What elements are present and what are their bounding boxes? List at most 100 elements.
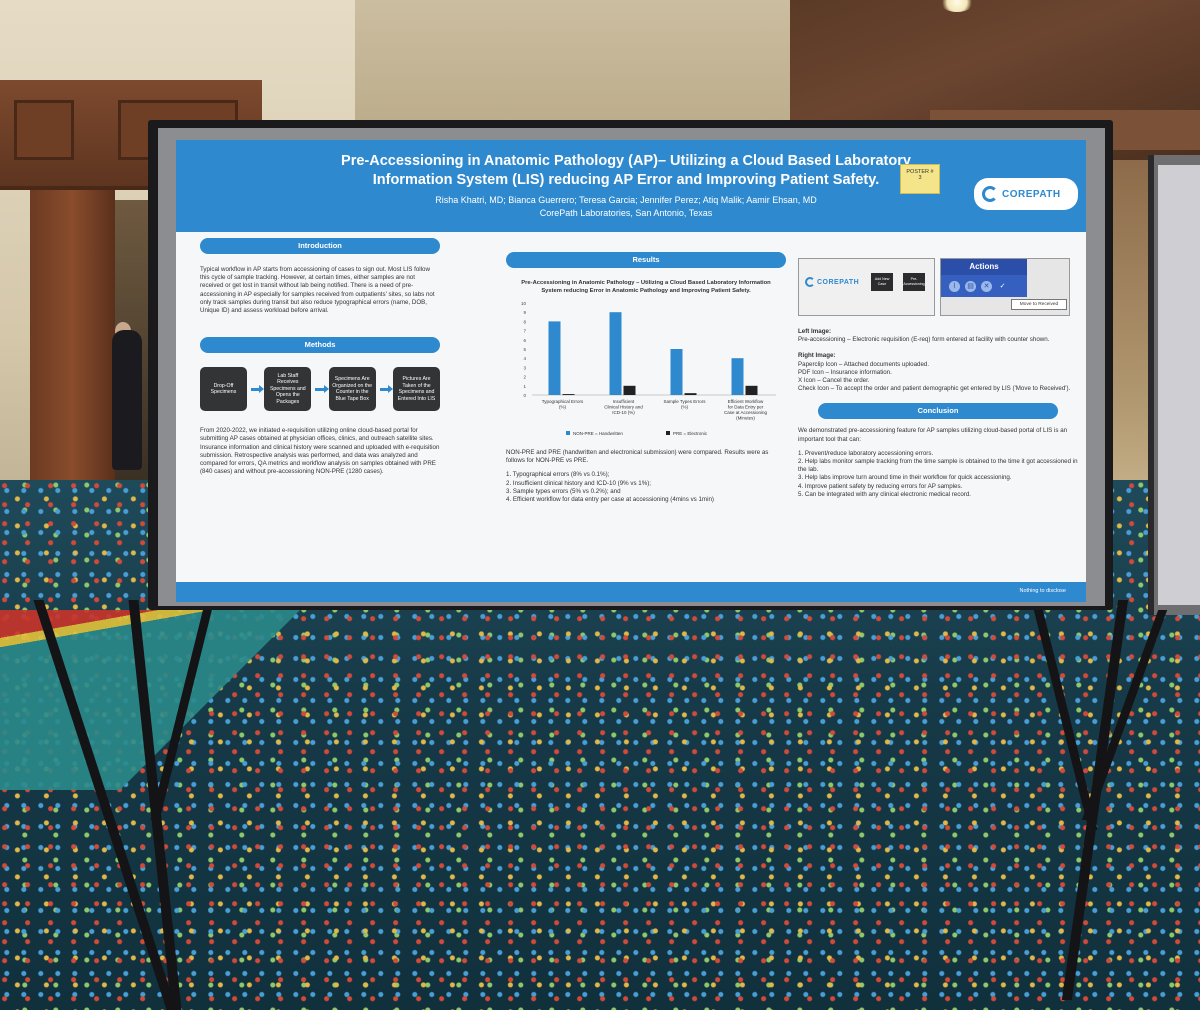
figure-screenshots: COREPATH Add New Case Pre-Accessioning A… — [798, 258, 1078, 318]
right-image-screenshot: Actions ⌇ ▤ ✕ ✓ Move to Received — [940, 258, 1070, 316]
x-icon: ✕ — [981, 280, 992, 292]
poster-title: Pre-Accessioning in Anatomic Pathology (… — [236, 152, 1016, 190]
results-item: 3. Sample types errors (5% vs 0.2%); and — [506, 487, 621, 495]
results-list: 1. Typographical errors (8% vs 0.1%); 2.… — [506, 471, 786, 504]
poster-authors-block: Risha Khatri, MD; Bianca Guerrero; Teres… — [296, 194, 956, 220]
logo-mark-icon — [805, 277, 815, 287]
arrow-right-icon — [379, 384, 394, 393]
right-image-caption-line: X Icon – Cancel the order. — [798, 377, 870, 385]
x-tick-label: (%) — [681, 405, 688, 410]
chart-title: Pre-Accessioning in Anatomic Pathology –… — [521, 280, 771, 294]
bar-pre — [684, 393, 697, 395]
x-tick-label: for Data Entry per — [728, 405, 764, 410]
bar-non-pre — [609, 312, 622, 395]
footer-disclosure: Nothing to disclose — [1019, 588, 1066, 594]
left-column: Introduction Typical workflow in AP star… — [200, 238, 440, 476]
methods-flowchart: Drop-Off Specimens Lab Staff Receives Sp… — [200, 367, 440, 412]
conclusion-text: We demonstrated pre-accessioning feature… — [798, 427, 1068, 443]
bar-non-pre — [548, 321, 561, 395]
results-item: 2. Insufficient clinical history and ICD… — [506, 479, 652, 487]
conclusion-heading: Conclusion — [818, 403, 1058, 420]
logo-text: COREPATH — [1002, 188, 1061, 200]
right-image-caption-line: Paperclip Icon – Attached documents uplo… — [798, 360, 930, 368]
pre-accessioning-button: Pre-Accessioning — [903, 273, 925, 291]
x-tick-label: ICD-10 (%) — [612, 410, 635, 415]
y-tick-label: 0 — [523, 393, 526, 398]
x-tick-label: (%) — [559, 405, 566, 410]
mini-logo: COREPATH — [805, 277, 859, 287]
x-tick-label: (Minutes) — [736, 416, 755, 421]
results-item: 1. Typographical errors (8% vs 0.1%); — [506, 471, 610, 479]
add-new-case-button: Add New Case — [871, 273, 893, 291]
check-icon: ✓ — [999, 282, 1006, 290]
adjacent-poster-surface — [1158, 165, 1200, 605]
results-heading: Results — [506, 252, 786, 268]
flow-step-4: Pictures Are Taken of the Specimens and … — [393, 367, 440, 412]
arrow-right-icon — [250, 384, 266, 393]
x-tick-label: Typographical Errors — [542, 399, 584, 404]
poster-number-tag: POSTER # 3 — [900, 164, 940, 194]
bar-pre — [562, 394, 575, 395]
left-image-caption: Pre-accessioning – Electronic requisitio… — [798, 336, 1050, 344]
x-tick-label: Efficient Workflow — [728, 399, 764, 404]
y-tick-label: 10 — [521, 301, 527, 306]
results-text: NON-PRE and PRE (handwritten and electro… — [506, 449, 769, 465]
flow-step-3: Specimens Are Organized on the Counter i… — [328, 367, 376, 412]
mini-logo-text: COREPATH — [817, 278, 860, 286]
y-tick-label: 8 — [523, 319, 526, 324]
flow-step-2: Lab Staff Receives Specimens and Opens t… — [264, 367, 312, 412]
left-image-screenshot: COREPATH Add New Case Pre-Accessioning — [798, 258, 935, 316]
y-tick-label: 2 — [523, 375, 526, 380]
conclusion-item: 3. Help labs improve turn around time in… — [798, 474, 1012, 482]
bar-pre — [745, 385, 758, 395]
logo-mark-icon — [982, 186, 998, 202]
actions-header: Actions — [941, 259, 1027, 275]
person-in-background — [112, 330, 142, 470]
bar-pre — [623, 385, 636, 395]
poster-footer: Nothing to disclose — [176, 582, 1086, 602]
paperclip-icon: ⌇ — [949, 280, 960, 292]
right-column: COREPATH Add New Case Pre-Accessioning A… — [798, 258, 1078, 499]
poster-affiliation: CorePath Laboratories, San Antonio, Texa… — [539, 208, 713, 218]
x-tick-label: Case at Accessioning — [724, 410, 768, 415]
conclusion-item: 2. Help labs monitor sample tracking fro… — [798, 458, 1078, 474]
introduction-heading: Introduction — [200, 238, 440, 254]
poster-tag-number: 3 — [918, 175, 922, 181]
results-item: 4. Efficient workflow for data entry per… — [506, 496, 714, 504]
legend-swatch — [666, 431, 670, 435]
poster-header: Pre-Accessioning in Anatomic Pathology (… — [176, 140, 1086, 232]
legend-label: PRE = Electronic — [673, 431, 708, 436]
conclusion-list: 1. Prevent/reduce laboratory accessionin… — [798, 450, 1078, 499]
x-tick-label: Clinical History and — [604, 405, 643, 410]
conclusion-item: 1. Prevent/reduce laboratory accessionin… — [798, 449, 934, 457]
research-poster: Pre-Accessioning in Anatomic Pathology (… — [176, 140, 1086, 602]
corepath-logo: COREPATH — [974, 178, 1078, 210]
x-tick-label: Sample Types Errors — [664, 399, 707, 404]
poster-title-line-1: Pre-Accessioning in Anatomic Pathology (… — [341, 153, 911, 169]
panel-inset — [14, 100, 74, 160]
middle-column: Results Pre-Accessioning in Anatomic Pat… — [506, 252, 786, 504]
y-tick-label: 6 — [523, 338, 526, 343]
flow-step-1: Drop-Off Specimens — [200, 367, 247, 412]
right-image-caption-line: Check Icon – To accept the order and pat… — [798, 385, 1071, 393]
y-tick-label: 3 — [523, 365, 526, 370]
poster-tag-label: POSTER # — [906, 169, 934, 175]
y-tick-label: 4 — [523, 356, 526, 361]
conclusion-item: 5. Can be integrated with any clinical e… — [798, 490, 971, 498]
right-image-heading: Right Image: — [798, 352, 836, 360]
actions-icons-row: ⌇ ▤ ✕ ✓ — [941, 275, 1027, 297]
conclusion-item: 4. Improve patient safety by reducing er… — [798, 482, 963, 490]
bar-non-pre — [670, 349, 683, 395]
poster-authors: Risha Khatri, MD; Bianca Guerrero; Teres… — [435, 195, 817, 205]
introduction-text: Typical workflow in AP starts from acces… — [200, 266, 435, 315]
ceiling-light — [940, 0, 974, 12]
methods-heading: Methods — [200, 337, 440, 354]
right-image-caption-line: PDF Icon – Insurance information. — [798, 368, 892, 376]
y-tick-label: 1 — [523, 384, 526, 389]
y-tick-label: 7 — [523, 329, 526, 334]
poster-title-line-2: Information System (LIS) reducing AP Err… — [372, 172, 880, 188]
legend-label: NON-PRE = Handwritten — [573, 431, 623, 436]
methods-text: From 2020-2022, we initiated e-requisiti… — [200, 427, 440, 476]
y-tick-label: 5 — [523, 347, 526, 352]
